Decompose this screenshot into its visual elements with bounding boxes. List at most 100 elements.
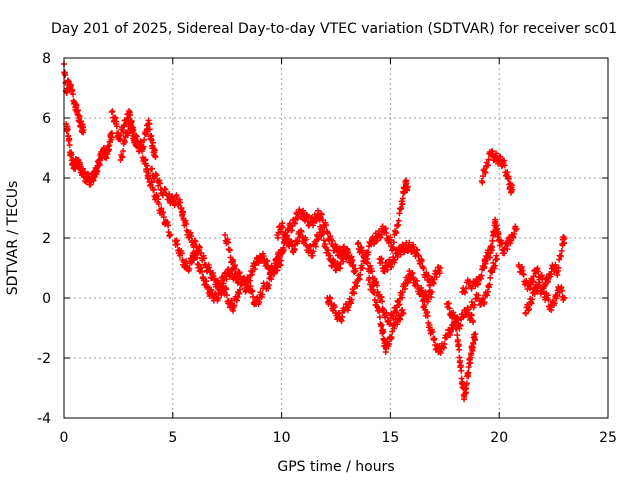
data-point — [68, 82, 75, 89]
data-point — [492, 262, 499, 269]
data-point — [467, 359, 474, 366]
data-point — [225, 239, 232, 246]
data-point — [398, 205, 405, 211]
data-point — [149, 139, 156, 146]
data-point — [327, 295, 334, 302]
y-tick-label: 2 — [42, 231, 51, 247]
data-point — [365, 249, 372, 256]
data-point — [403, 180, 410, 187]
data-point — [199, 268, 206, 275]
data-point — [339, 313, 346, 320]
data-point — [152, 154, 159, 160]
data-point — [331, 303, 338, 310]
data-point — [150, 186, 157, 193]
data-point — [390, 245, 397, 252]
data-point — [480, 295, 487, 302]
data-point — [419, 298, 426, 305]
data-point — [349, 257, 356, 264]
data-point — [429, 328, 436, 335]
data-point — [389, 328, 396, 335]
data-point — [153, 193, 160, 200]
data-point — [236, 286, 243, 293]
data-point — [378, 322, 385, 328]
data-point — [148, 165, 155, 172]
data-point — [166, 191, 173, 198]
data-point — [457, 362, 464, 369]
data-point — [398, 294, 405, 301]
grid-lines — [64, 58, 608, 418]
data-point — [513, 226, 520, 232]
data-point — [428, 289, 435, 295]
data-point — [386, 340, 393, 347]
data-point — [404, 184, 411, 190]
data-point — [291, 247, 298, 253]
data-point — [561, 295, 568, 301]
data-point — [310, 248, 317, 255]
data-point — [463, 380, 470, 387]
data-point — [325, 247, 332, 254]
data-point — [121, 139, 128, 145]
data-point — [396, 301, 403, 308]
data-point — [222, 232, 229, 238]
data-point — [465, 369, 472, 376]
data-point — [468, 312, 475, 319]
data-point — [433, 274, 440, 281]
data-point — [446, 305, 453, 312]
data-point — [231, 302, 238, 309]
data-point — [246, 277, 253, 284]
data-point — [495, 230, 502, 237]
data-point — [387, 320, 394, 327]
data-point — [348, 296, 355, 303]
data-point — [274, 234, 281, 241]
data-point — [186, 265, 193, 272]
data-point — [329, 237, 336, 244]
data-point — [323, 222, 330, 229]
data-point — [482, 169, 489, 176]
x-tick-label: 0 — [60, 430, 69, 446]
data-point — [129, 129, 136, 136]
data-point — [146, 126, 153, 133]
data-point — [359, 247, 366, 254]
data-point — [477, 302, 484, 309]
data-point — [393, 230, 400, 237]
data-point — [128, 123, 135, 130]
data-point — [113, 123, 120, 130]
data-point — [535, 268, 542, 275]
data-point — [117, 132, 124, 139]
data-point — [138, 139, 145, 146]
data-point — [418, 257, 425, 264]
data-point — [112, 115, 119, 122]
data-point — [480, 173, 487, 180]
data-point — [108, 130, 115, 136]
x-tick-label: 20 — [490, 430, 508, 446]
data-point — [452, 319, 459, 325]
data-point — [66, 142, 73, 149]
data-point — [369, 282, 376, 289]
data-point — [426, 322, 433, 328]
data-point — [475, 280, 482, 287]
data-point — [223, 286, 230, 293]
data-point — [64, 126, 71, 133]
data-point — [410, 274, 417, 281]
data-point — [555, 264, 562, 271]
data-point — [358, 244, 365, 251]
x-axis-title: GPS time / hours — [277, 459, 394, 475]
data-point — [268, 276, 275, 283]
y-tick-label: -4 — [37, 411, 51, 427]
data-point — [436, 270, 443, 277]
data-point — [62, 72, 69, 79]
data-point — [462, 289, 469, 296]
y-tick-label: 8 — [42, 51, 51, 67]
data-point — [183, 220, 190, 227]
data-point — [354, 283, 361, 290]
data-point — [472, 331, 479, 337]
data-point — [223, 292, 230, 299]
data-point — [470, 340, 477, 347]
data-point — [208, 286, 215, 293]
data-point — [468, 285, 475, 292]
data-point — [468, 298, 475, 305]
data-point — [230, 258, 237, 265]
data-point — [419, 290, 426, 297]
data-point — [196, 244, 203, 251]
